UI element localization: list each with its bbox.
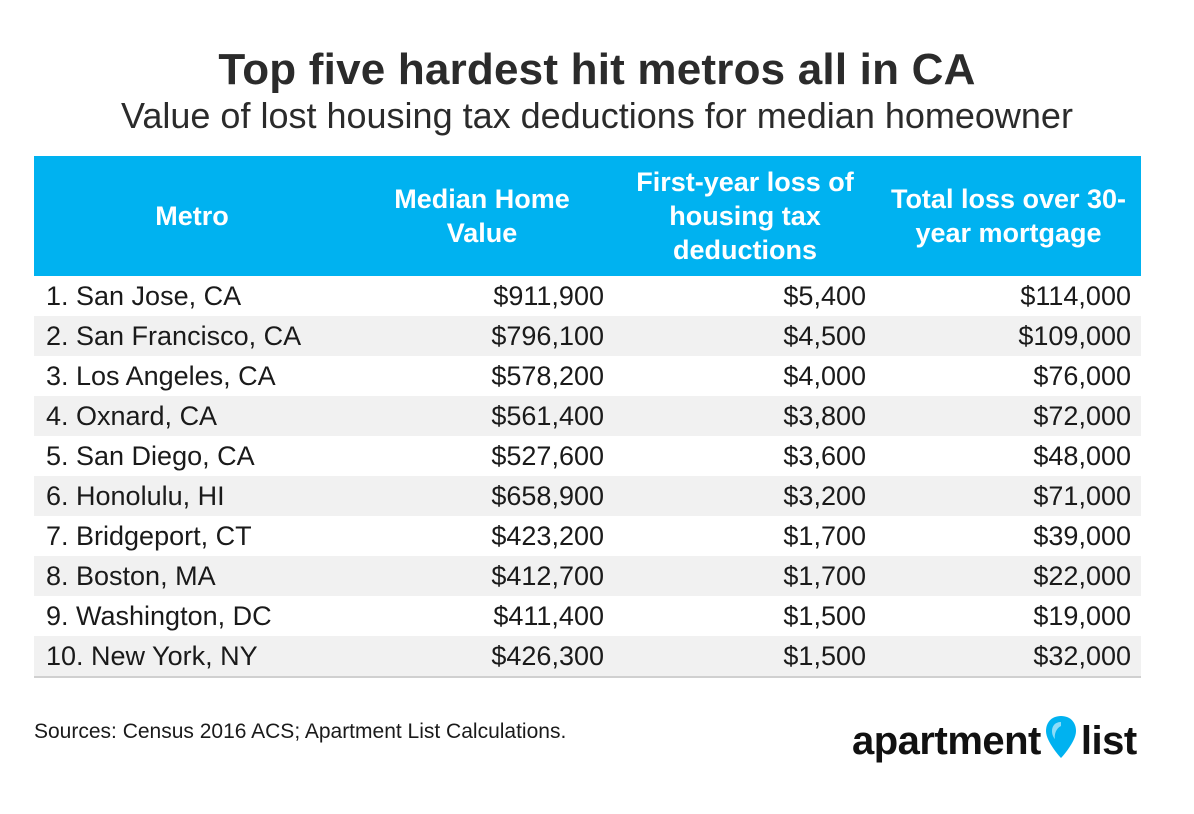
cell-metro: 10. New York, NY bbox=[34, 636, 350, 678]
column-header-metro: Metro bbox=[34, 156, 350, 276]
table-row: 5. San Diego, CA $527,600 $3,600 $48,000 bbox=[34, 436, 1141, 476]
cell-median-home-value: $423,200 bbox=[491, 521, 604, 551]
logo-text-list: list bbox=[1080, 719, 1137, 763]
data-table: Metro Median Home Value First-year loss … bbox=[34, 156, 1141, 678]
table-row: 3. Los Angeles, CA $578,200 $4,000 $76,000 bbox=[34, 356, 1141, 396]
cell-median-home-value: $411,400 bbox=[493, 601, 604, 631]
cell-metro: 9. Washington, DC bbox=[46, 601, 272, 631]
cell-median-home-value: $911,900 bbox=[493, 281, 604, 311]
table-row: 4. Oxnard, CA $561,400 $3,800 $72,000 bbox=[34, 396, 1141, 436]
data-table-container: Metro Median Home Value First-year loss … bbox=[34, 156, 1141, 678]
cell-median-home-value: $578,200 bbox=[491, 361, 604, 391]
cell-first-year-loss: $1,500 bbox=[783, 601, 866, 631]
cell-first-year-loss: $1,700 bbox=[614, 556, 876, 596]
cell-metro: 3. Los Angeles, CA bbox=[46, 361, 276, 391]
cell-first-year-loss: $3,800 bbox=[614, 396, 876, 436]
table-row: 9. Washington, DC $411,400 $1,500 $19,000 bbox=[34, 596, 1141, 636]
source-note: Sources: Census 2016 ACS; Apartment List… bbox=[34, 720, 567, 743]
cell-metro: 7. Bridgeport, CT bbox=[46, 521, 252, 551]
apartment-list-logo: apartment list bbox=[852, 708, 1137, 764]
cell-first-year-loss: $4,000 bbox=[783, 361, 866, 391]
cell-total-loss: $32,000 bbox=[876, 636, 1141, 678]
table-row: 10. New York, NY $426,300 $1,500 $32,000 bbox=[34, 636, 1141, 678]
cell-first-year-loss: $3,600 bbox=[783, 441, 866, 471]
cell-first-year-loss: $5,400 bbox=[783, 281, 866, 311]
cell-median-home-value: $561,400 bbox=[350, 396, 614, 436]
cell-total-loss: $48,000 bbox=[1033, 441, 1131, 471]
cell-metro: 4. Oxnard, CA bbox=[34, 396, 350, 436]
chart-title: Top five hardest hit metros all in CA bbox=[218, 45, 976, 94]
table-header-row: Metro Median Home Value First-year loss … bbox=[34, 156, 1141, 276]
cell-total-loss: $109,000 bbox=[876, 316, 1141, 356]
column-header-median-home-value: Median Home Value bbox=[350, 156, 614, 276]
logo-text-apartment: apartment bbox=[852, 719, 1041, 763]
chart-subtitle: Value of lost housing tax deductions for… bbox=[121, 95, 1073, 136]
cell-first-year-loss: $1,700 bbox=[783, 521, 866, 551]
cell-first-year-loss: $4,500 bbox=[614, 316, 876, 356]
cell-total-loss: $72,000 bbox=[876, 396, 1141, 436]
cell-metro: 1. San Jose, CA bbox=[46, 281, 242, 311]
column-header-first-year-loss: First-year loss of housing tax deduction… bbox=[614, 156, 876, 276]
cell-median-home-value: $527,600 bbox=[491, 441, 604, 471]
cell-metro: 2. San Francisco, CA bbox=[34, 316, 350, 356]
cell-median-home-value: $412,700 bbox=[350, 556, 614, 596]
table-row: 1. San Jose, CA $911,900 $5,400 $114,000 bbox=[34, 276, 1141, 316]
table-row: 7. Bridgeport, CT $423,200 $1,700 $39,000 bbox=[34, 516, 1141, 556]
cell-first-year-loss: $3,200 bbox=[614, 476, 876, 516]
table-body: 1. San Jose, CA $911,900 $5,400 $114,000 2. … bbox=[34, 276, 1141, 678]
cell-total-loss: $19,000 bbox=[1033, 601, 1131, 631]
table-row: 8. Boston, MA $412,700 $1,700 $22,000 bbox=[34, 556, 1141, 596]
cell-median-home-value: $426,300 bbox=[350, 636, 614, 678]
cell-total-loss: $22,000 bbox=[876, 556, 1141, 596]
cell-total-loss: $71,000 bbox=[876, 476, 1141, 516]
map-pin-icon bbox=[1045, 716, 1076, 758]
cell-metro: 8. Boston, MA bbox=[34, 556, 350, 596]
cell-median-home-value: $658,900 bbox=[350, 476, 614, 516]
cell-metro: 5. San Diego, CA bbox=[46, 441, 255, 471]
column-header-total-loss: Total loss over 30-year mortgage bbox=[876, 156, 1141, 276]
cell-total-loss: $114,000 bbox=[1020, 281, 1131, 311]
cell-total-loss: $76,000 bbox=[1033, 361, 1131, 391]
table-row: 2. San Francisco, CA $796,100 $4,500 $109,0… bbox=[34, 316, 1141, 356]
cell-median-home-value: $796,100 bbox=[350, 316, 614, 356]
table-row: 6. Honolulu, HI $658,900 $3,200 $71,000 bbox=[34, 476, 1141, 516]
cell-total-loss: $39,000 bbox=[1033, 521, 1131, 551]
cell-metro: 6. Honolulu, HI bbox=[34, 476, 350, 516]
cell-first-year-loss: $1,500 bbox=[614, 636, 876, 678]
